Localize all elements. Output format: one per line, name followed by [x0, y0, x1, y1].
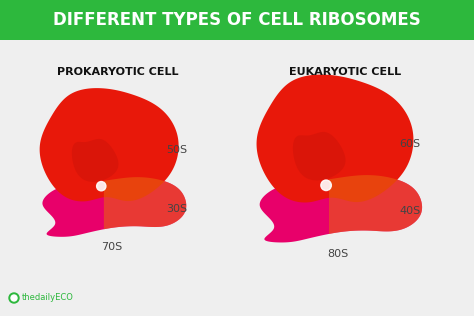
Text: DIFFERENT TYPES OF CELL RIBOSOMES: DIFFERENT TYPES OF CELL RIBOSOMES — [53, 11, 421, 29]
Text: 60S: 60S — [400, 139, 421, 149]
Text: 70S: 70S — [101, 242, 122, 252]
Polygon shape — [40, 88, 179, 201]
Circle shape — [9, 293, 19, 303]
Text: 80S: 80S — [327, 249, 348, 259]
Text: 40S: 40S — [400, 205, 421, 216]
Text: 30S: 30S — [166, 204, 188, 214]
Polygon shape — [104, 177, 186, 229]
Polygon shape — [329, 175, 422, 234]
Polygon shape — [72, 139, 118, 182]
Text: PROKARYOTIC CELL: PROKARYOTIC CELL — [57, 67, 179, 77]
Polygon shape — [260, 175, 422, 242]
Text: EUKARYOTIC CELL: EUKARYOTIC CELL — [289, 67, 401, 77]
Text: 50S: 50S — [166, 145, 188, 155]
Circle shape — [97, 181, 106, 191]
Circle shape — [11, 295, 17, 301]
Polygon shape — [256, 75, 413, 203]
FancyBboxPatch shape — [0, 0, 474, 40]
Circle shape — [321, 180, 331, 191]
Text: thedailyECO: thedailyECO — [22, 294, 74, 302]
Polygon shape — [43, 177, 186, 237]
Polygon shape — [293, 132, 346, 180]
